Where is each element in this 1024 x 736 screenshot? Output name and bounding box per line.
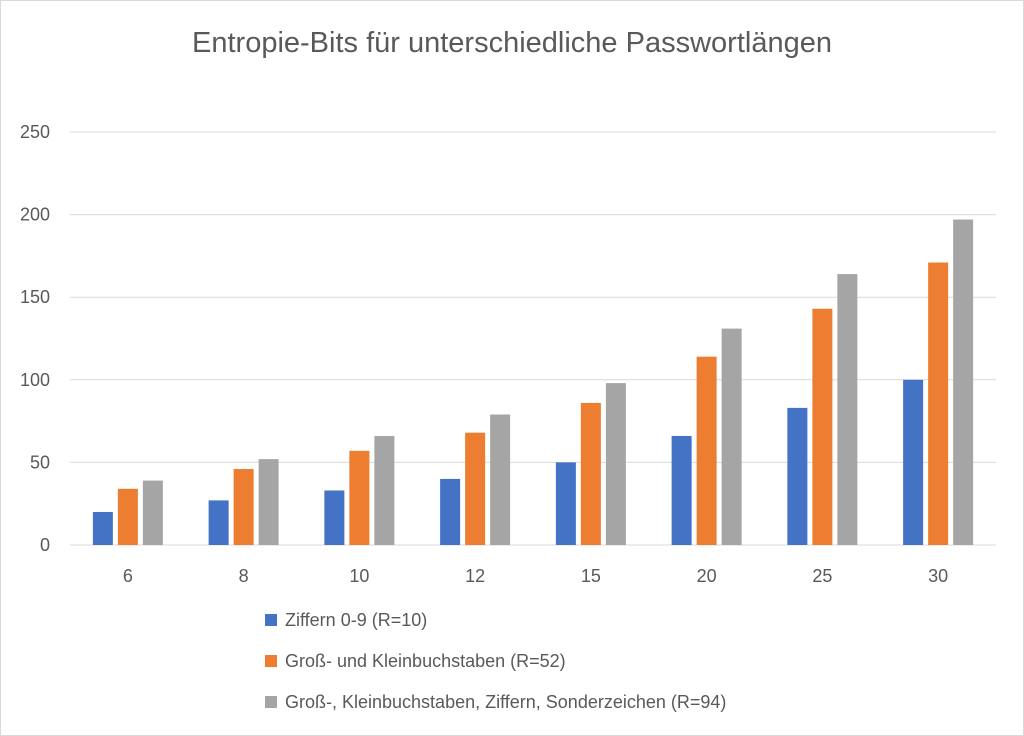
y-tick-label: 150: [20, 287, 50, 307]
y-tick-label: 100: [20, 370, 50, 390]
legend-swatch-2: [265, 696, 277, 708]
legend-swatch-0: [265, 614, 277, 626]
bars: [92, 219, 974, 545]
bar-series2-cat3: [490, 414, 511, 545]
bar-series0-cat0: [92, 511, 113, 545]
x-tick-label: 10: [349, 566, 369, 586]
legend-label-0: Ziffern 0-9 (R=10): [285, 610, 427, 630]
x-tick-label: 15: [581, 566, 601, 586]
bar-series2-cat1: [258, 459, 279, 545]
bar-series1-cat1: [233, 469, 254, 545]
y-tick-label: 0: [40, 535, 50, 555]
bar-series2-cat5: [721, 328, 742, 545]
bar-series2-cat0: [142, 480, 163, 545]
y-tick-label: 250: [20, 122, 50, 142]
bar-series0-cat3: [440, 478, 461, 545]
bar-series1-cat7: [928, 262, 949, 545]
bar-series2-cat7: [953, 219, 974, 545]
bar-series0-cat6: [787, 407, 808, 545]
legend: Ziffern 0-9 (R=10) Groß- und Kleinbuchsta…: [265, 610, 726, 712]
y-tick-label: 50: [30, 452, 50, 472]
bar-series1-cat5: [696, 356, 717, 545]
x-axis-ticks: 6 8 10 12 15 20 25 30: [123, 566, 948, 586]
bar-series1-cat6: [812, 308, 833, 545]
x-tick-label: 6: [123, 566, 133, 586]
x-tick-label: 30: [928, 566, 948, 586]
bar-series1-cat0: [117, 488, 138, 545]
bar-series1-cat2: [349, 450, 370, 545]
bar-series0-cat1: [208, 500, 229, 545]
bar-series2-cat2: [374, 435, 395, 545]
bar-series0-cat7: [903, 379, 924, 545]
y-axis-ticks: 0 50 100 150 200 250: [20, 122, 50, 555]
x-tick-label: 8: [239, 566, 249, 586]
chart-title: Entropie-Bits für unterschiedliche Passw…: [192, 27, 832, 59]
x-tick-label: 20: [697, 566, 717, 586]
legend-swatch-1: [265, 655, 277, 667]
bar-series0-cat5: [671, 435, 692, 545]
legend-label-2: Groß-, Kleinbuchstaben, Ziffern, Sonderz…: [285, 692, 726, 712]
bar-series1-cat4: [580, 402, 601, 545]
legend-label-1: Groß- und Kleinbuchstaben (R=52): [285, 651, 566, 671]
x-tick-label: 25: [812, 566, 832, 586]
bar-series2-cat6: [837, 274, 858, 545]
bar-series0-cat2: [324, 490, 345, 545]
bar-series2-cat4: [605, 383, 626, 545]
y-tick-label: 200: [20, 205, 50, 225]
x-tick-label: 12: [465, 566, 485, 586]
bar-series0-cat4: [555, 462, 576, 545]
bar-series1-cat3: [465, 432, 486, 545]
